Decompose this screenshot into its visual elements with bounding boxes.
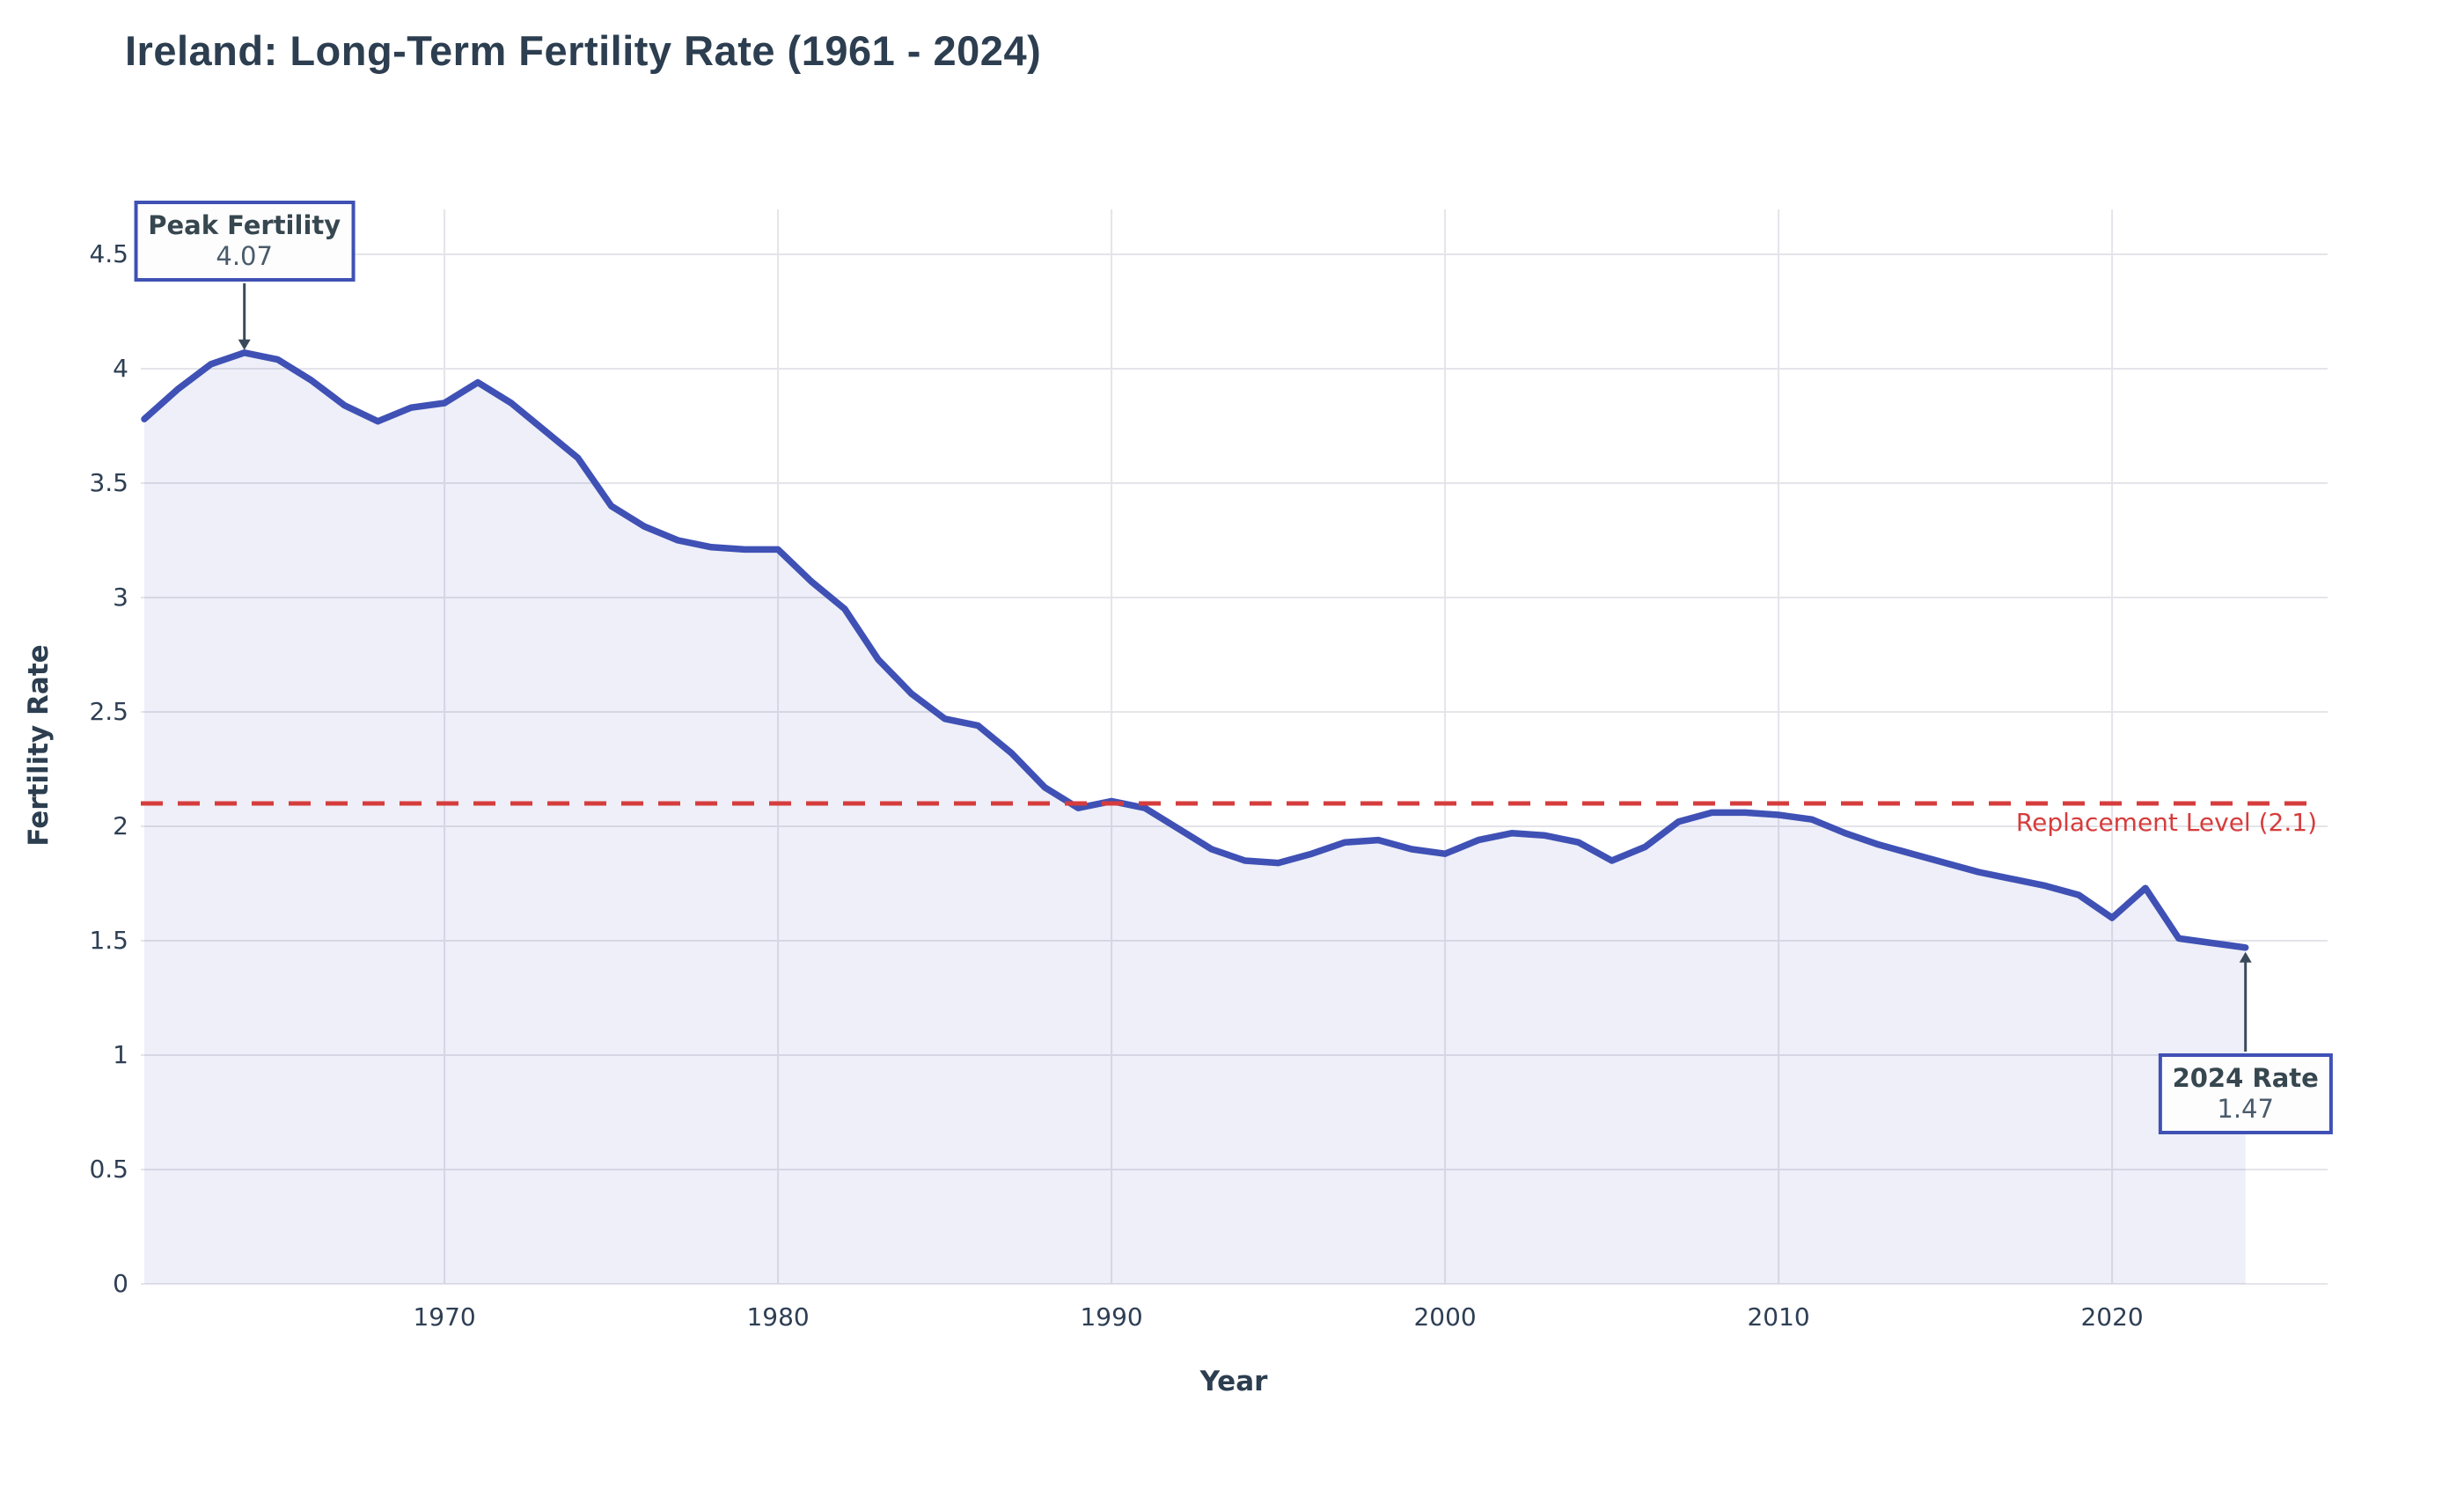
rate-annotation-value: 1.47	[2217, 1094, 2274, 1124]
y-axis-title: Fertility Rate	[23, 644, 55, 847]
y-tick-label: 4.5	[89, 239, 128, 268]
y-tick-label: 0	[113, 1269, 128, 1298]
rate-2024-annotation: 2024 Rate 1.47	[2158, 1053, 2333, 1134]
y-tick-label: 4	[113, 354, 128, 383]
x-tick-label: 2000	[1413, 1302, 1477, 1331]
y-tick-label: 2.5	[89, 697, 128, 726]
y-tick-label: 3	[113, 583, 128, 612]
chart-title: Ireland: Long-Term Fertility Rate (1961 …	[125, 27, 1042, 74]
peak-fertility-annotation: Peak Fertility 4.07	[134, 201, 356, 282]
y-tick-label: 3.5	[89, 468, 128, 497]
y-tick-label: 1	[113, 1040, 128, 1069]
x-tick-label: 1970	[413, 1302, 476, 1331]
x-axis-title: Year	[1199, 1366, 1268, 1397]
y-tick-label: 2	[113, 811, 128, 840]
peak-annotation-value: 4.07	[216, 241, 273, 271]
x-tick-label: 1990	[1080, 1302, 1143, 1331]
x-tick-label: 1980	[746, 1302, 810, 1331]
rate-annotation-title: 2024 Rate	[2172, 1063, 2319, 1093]
x-tick-label: 2010	[1747, 1302, 1810, 1331]
y-tick-label: 1.5	[89, 926, 128, 955]
x-tick-label: 2020	[2080, 1302, 2144, 1331]
peak-annotation-title: Peak Fertility	[148, 210, 341, 240]
y-tick-label: 0.5	[89, 1155, 128, 1184]
replacement-level-label: Replacement Level (2.1)	[2015, 808, 2317, 837]
